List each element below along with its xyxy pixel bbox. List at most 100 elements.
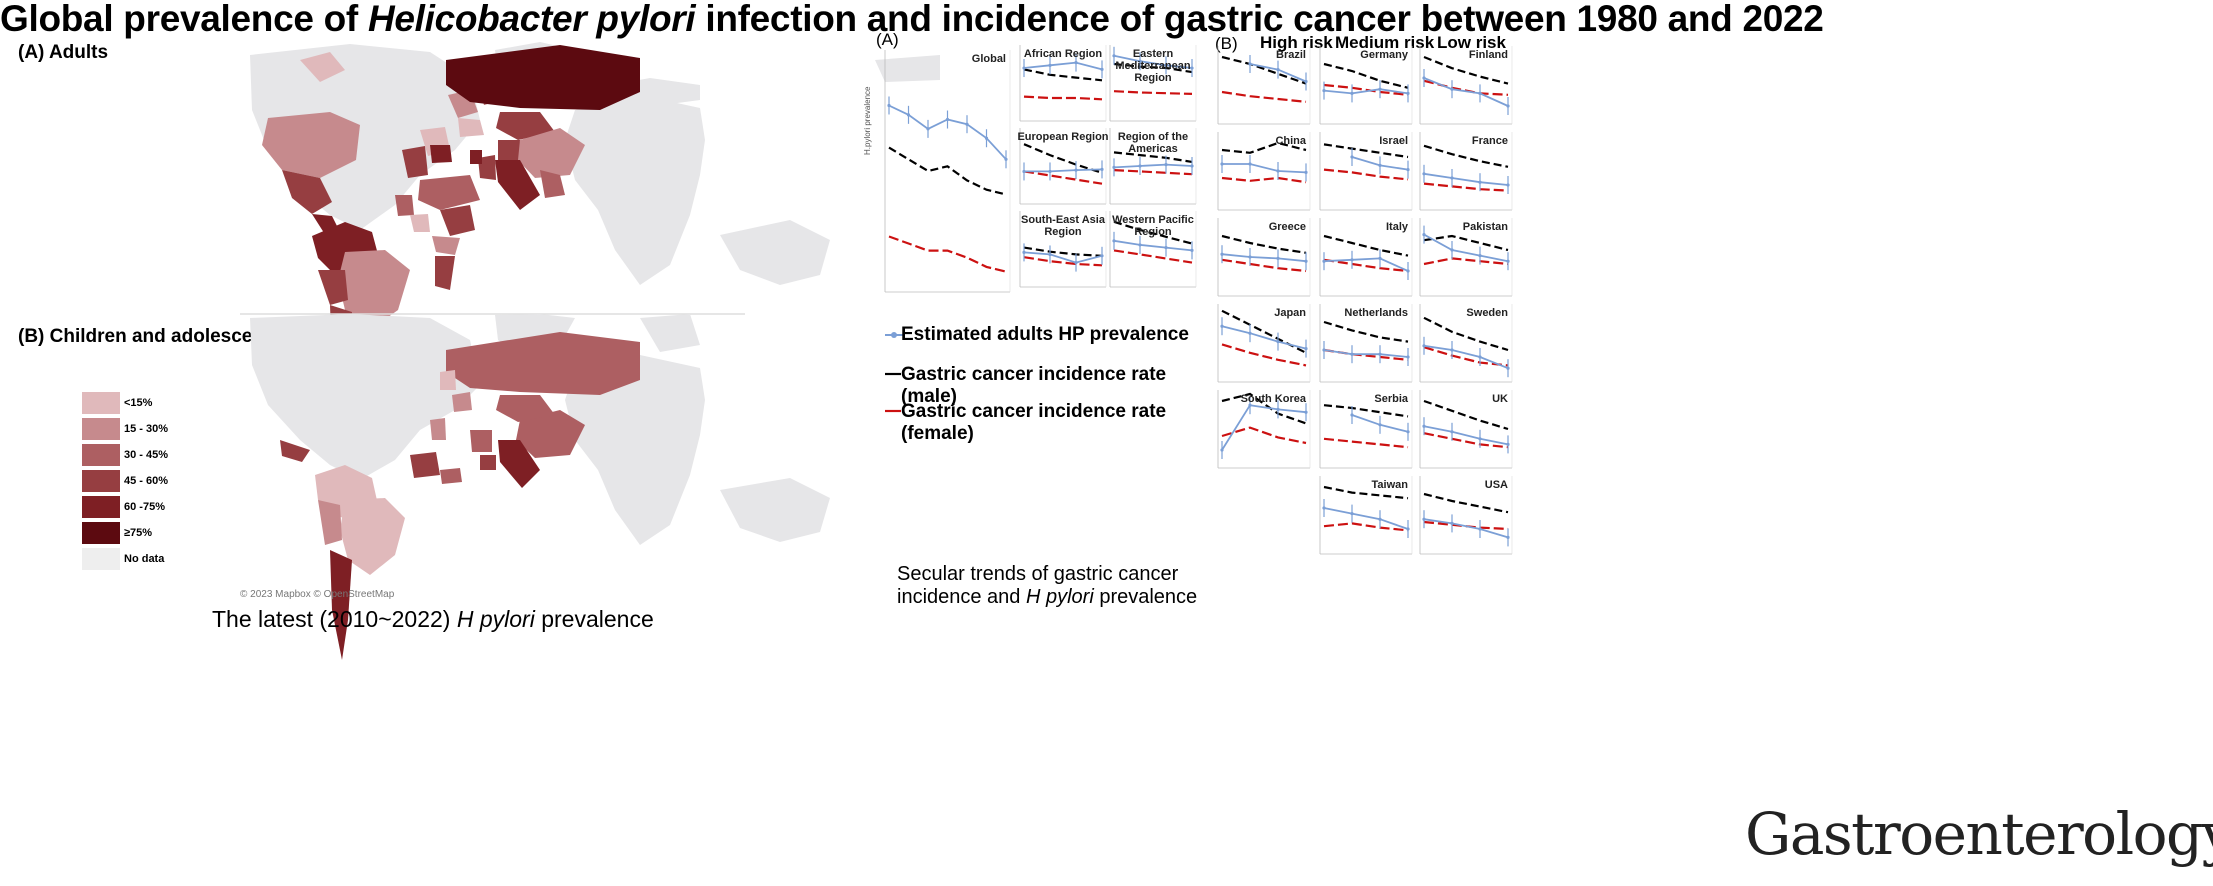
trend-legend: Estimated adults HP prevalence Gastric c…: [883, 322, 1203, 444]
male-line: [888, 146, 1007, 196]
hp-point: [1190, 248, 1194, 252]
panel-title-japan: Japan: [1274, 307, 1306, 319]
hp-line: [1023, 61, 1103, 71]
hp-point: [1378, 517, 1382, 521]
world-maps-svg: © 2023 Mapbox © OpenStreetMap: [240, 42, 940, 660]
female-line: [1221, 90, 1307, 103]
legend-swatch-15-30: [82, 418, 120, 440]
title-italic: Helicobacter pylori: [367, 0, 696, 39]
title-suffix: infection and incidence of gastric cance…: [695, 0, 1824, 39]
hp-point: [1048, 252, 1052, 257]
male-line: [1323, 485, 1409, 500]
hp-point: [1304, 79, 1308, 84]
hp-point: [1190, 66, 1194, 70]
hp-line: [1113, 54, 1193, 69]
female-line: [1221, 176, 1307, 184]
panel-usa: USA: [1419, 476, 1513, 555]
hp-point: [1248, 162, 1252, 166]
legend-label-lt15: <15%: [124, 397, 153, 409]
hp-point: [1100, 254, 1104, 258]
legend-swatch-ge75: [82, 522, 120, 544]
legend-swatch-lt15: [82, 392, 120, 414]
male-line: [1323, 143, 1409, 159]
hp-point: [1322, 89, 1326, 93]
panel-title-israel: Israel: [1379, 135, 1408, 147]
trend-caption-line2-before: incidence and: [897, 586, 1026, 608]
male-line: [1023, 68, 1103, 82]
hp-line: [1023, 251, 1103, 264]
panel-pakistan: Pakistan: [1419, 218, 1513, 297]
hp-point: [1422, 172, 1426, 176]
panel-b-label: (B): [1215, 34, 1238, 53]
male-line: [1423, 55, 1509, 85]
female-line: [1221, 343, 1307, 367]
female-line: [1221, 426, 1307, 445]
hp-point: [1322, 506, 1326, 510]
female-line: [1323, 258, 1409, 273]
male-line: [1113, 151, 1193, 163]
hp-point: [1248, 255, 1252, 259]
panel-title-south-east-asia-region: Region: [1044, 226, 1082, 238]
legend-swatch-30-45: [82, 444, 120, 466]
legend-hp-label: Estimated adults HP prevalence: [901, 324, 1189, 345]
male-line: [1221, 141, 1307, 154]
panel-france: France: [1419, 132, 1513, 211]
adults-map: [240, 42, 940, 410]
hp-point: [1450, 430, 1454, 434]
panel-germany: Germany: [1319, 46, 1413, 125]
hp-point: [1422, 344, 1426, 348]
title-prefix: Global prevalence of: [0, 0, 368, 39]
panel-a-label: (A): [876, 30, 899, 49]
panel-title-western-pacific-region: Western Pacific: [1112, 214, 1194, 226]
male-line: [1221, 234, 1307, 254]
figure-title: Global prevalence of Helicobacter pylori…: [0, 0, 2213, 40]
female-line: [888, 235, 1007, 273]
legend-swatch-45-60: [82, 470, 120, 492]
hp-line: [1423, 172, 1509, 186]
panel-title-south-east-asia-region: South-East Asia: [1021, 214, 1106, 226]
hp-line: [1024, 168, 1103, 173]
hp-line: [1323, 88, 1409, 95]
panel-title-region-of-the-americas: Americas: [1128, 143, 1178, 155]
panel-south-korea: South Korea: [1217, 390, 1311, 469]
hp-point: [1506, 535, 1510, 540]
map-legend: <15% 15 - 30% 30 - 45% 45 - 60% 60 -75% …: [82, 392, 202, 582]
hp-point: [926, 127, 930, 131]
panel-title-netherlands: Netherlands: [1344, 307, 1408, 319]
hp-line: [1423, 77, 1509, 107]
male-line: [1423, 144, 1509, 168]
maps-caption: The latest (2010~2022) H pylori prevalen…: [212, 606, 654, 633]
hp-point: [945, 117, 950, 122]
male-line: [1323, 320, 1409, 343]
hp-point: [1378, 352, 1382, 356]
panel-title-global: Global: [972, 53, 1006, 65]
hp-point: [1276, 68, 1280, 72]
trend-caption-line1: Secular trends of gastric cancer: [897, 563, 1179, 585]
hp-point: [1138, 59, 1142, 63]
hp-point: [1022, 250, 1026, 254]
female-line: [1023, 256, 1103, 267]
global-y-axis-label: H.pylori prevalence: [863, 86, 872, 155]
male-line: [1113, 220, 1193, 245]
hp-point: [1450, 348, 1454, 352]
female-line: [1323, 522, 1409, 532]
male-line: [1423, 399, 1509, 431]
hp-line: [1113, 163, 1193, 169]
panel-title-pakistan: Pakistan: [1463, 221, 1509, 233]
trend-caption-line2: incidence and H pylori prevalence: [897, 586, 1197, 609]
hp-point: [1422, 517, 1426, 521]
hp-line: [1323, 507, 1409, 530]
hp-point: [984, 136, 989, 140]
hp-point: [1478, 91, 1482, 95]
hp-point: [1220, 162, 1224, 166]
panel-finland: Finland: [1419, 46, 1513, 125]
hp-point: [1406, 168, 1410, 172]
hp-point: [1248, 331, 1252, 335]
hp-point: [1350, 91, 1354, 95]
male-line: [1423, 316, 1509, 352]
hp-point: [1506, 366, 1510, 370]
panel-title-germany: Germany: [1360, 49, 1409, 61]
hp-line: [1423, 425, 1509, 446]
